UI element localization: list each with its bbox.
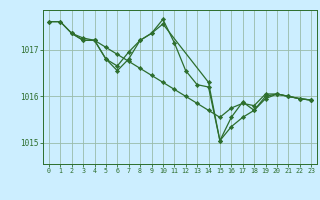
Text: Graphe pression niveau de la mer (hPa): Graphe pression niveau de la mer (hPa) <box>58 185 262 194</box>
